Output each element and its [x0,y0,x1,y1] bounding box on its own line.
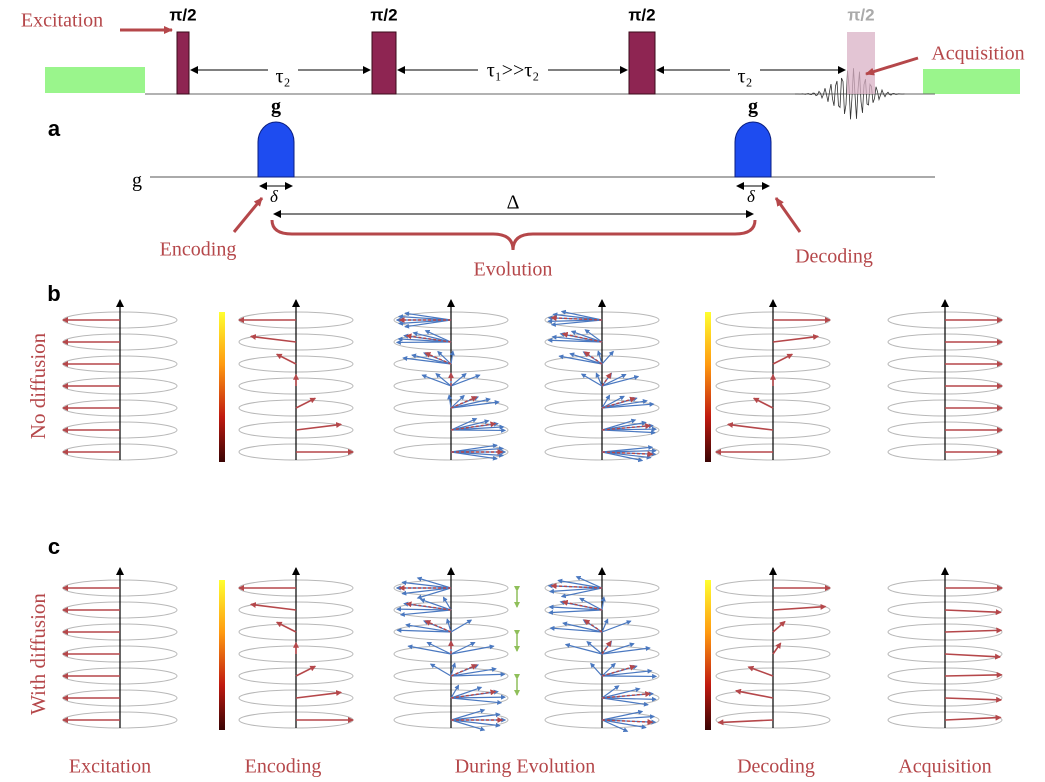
encoding-label: Encoding [160,239,237,261]
spin-vector [736,691,773,698]
spin-vector [602,351,613,364]
spin-vector [436,374,451,386]
stage-label: During Evolution [455,756,596,778]
spin-vector [451,646,494,654]
spin-vector [251,604,296,610]
panel-label: a [48,116,61,141]
acquisition-label: Acquisition [931,43,1024,65]
spin-vector [422,375,451,386]
stage-label: Excitation [69,756,151,778]
spin-panel [63,580,1002,730]
green-block [923,69,1020,94]
pulse-label: π/2 [169,5,196,24]
spin-vector [549,610,602,613]
spin-vector [945,698,1001,700]
spin-vector [945,610,1001,612]
rf-pulse [847,32,875,94]
stage-label: Decoding [737,756,815,778]
spin-vector [945,717,1001,720]
spin-vector [451,620,471,632]
green-block [45,67,145,93]
spin-vector [773,622,785,632]
spin-vector [296,424,341,430]
spin-vector [773,336,818,342]
spin-vector [945,675,1002,676]
spin-vector [728,424,773,430]
spin-vector [401,610,451,615]
gradient-pulse-label: g [748,96,758,118]
figure: π/2 π/2 π/2 π/2 Excitation Acquisition τ₂ τ₁>>τ… [0,0,1045,782]
separation-label: Δ [507,192,520,214]
spin-vector [602,430,655,433]
panel-label: b [47,281,60,306]
spin-vector [451,375,480,386]
duration-label: δ [270,187,279,206]
colorbar [705,312,711,462]
spin-vector [945,654,1000,657]
spin-vector [718,720,773,723]
spin-vector [945,630,1001,632]
spin-vector [602,648,650,654]
spin-vector [773,607,825,610]
spin-vector [773,643,781,654]
rf-pulse [629,32,655,94]
row-label: No diffusion [26,332,50,439]
decoding-label: Decoding [795,246,873,268]
spin-vector [296,692,341,698]
stage-label: Acquisition [898,756,991,778]
spin-vector [451,374,466,386]
spin-vector [408,646,451,654]
spin-vector [431,664,451,676]
colorbar [219,580,225,730]
evolution-brace [272,220,755,250]
gradient-pulse [258,122,294,177]
delay-label: τ₂ [275,66,290,88]
pulse-label: π/2 [370,5,397,24]
spin-vector [591,663,602,676]
gradient-pulse-label: g [271,96,281,118]
gradient-axis-label: g [132,170,142,192]
gradient-pulse [735,122,771,177]
spin-vector [251,336,296,342]
row-label: With diffusion [26,593,50,715]
panel-label: c [48,534,60,559]
duration-label: δ [747,187,756,206]
rf-pulse [177,32,189,94]
delay-label: τ₁>>τ₂ [487,60,540,82]
spin-vector [451,698,501,703]
encoding-arrow [234,198,262,232]
evolution-label: Evolution [474,259,553,281]
pulse-label: π/2 [847,5,874,24]
pulse-label: π/2 [628,5,655,24]
delay-label: τ₂ [737,66,752,88]
spin-panel [63,312,1002,462]
excitation-label: Excitation [21,10,103,32]
decoding-arrow [776,198,800,232]
stage-label: Encoding [245,756,322,778]
colorbar [705,580,711,730]
colorbar [219,312,225,462]
rf-pulse [372,32,396,94]
